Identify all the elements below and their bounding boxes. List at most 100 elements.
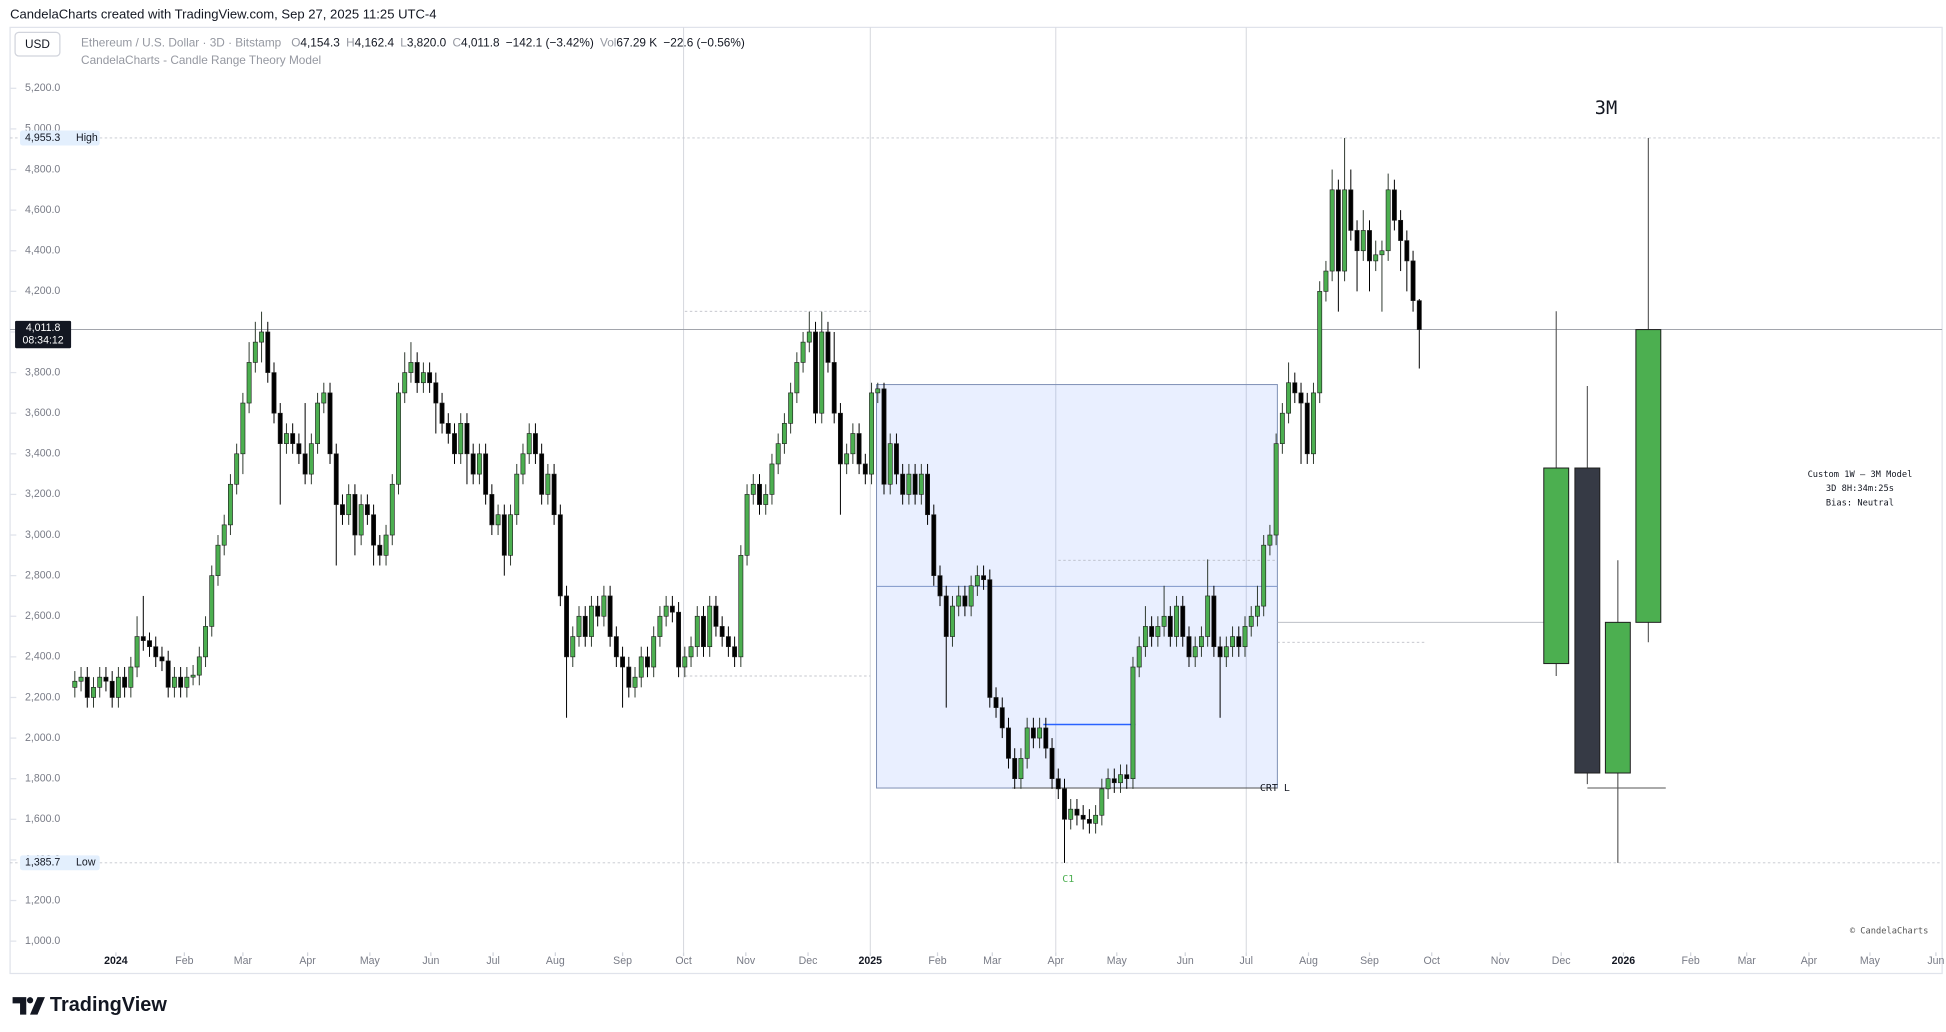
htf-body	[1604, 621, 1631, 774]
candle-body	[91, 687, 96, 698]
x-tick-label: Sep	[613, 955, 632, 967]
currency-button[interactable]	[14, 31, 61, 57]
legend-value: 3,820.0	[407, 36, 447, 50]
candle-body	[732, 646, 738, 658]
candle-body	[694, 615, 700, 648]
candle-body	[203, 626, 208, 658]
candle-body	[1323, 270, 1329, 292]
candle-body	[1199, 636, 1204, 648]
legend-key: C	[452, 36, 461, 50]
candle-body	[340, 504, 345, 516]
candle-body	[532, 433, 538, 455]
candle-body	[1024, 727, 1030, 759]
candle-body	[819, 331, 825, 414]
price-badge	[15, 320, 72, 349]
info-line: 3D 8H:34m:25s	[1826, 484, 1894, 494]
candle-body	[862, 463, 868, 475]
candle-body	[383, 534, 389, 556]
y-tick-label: 2,200.0	[25, 691, 60, 703]
candle-body	[308, 443, 314, 475]
candle-body	[999, 707, 1005, 729]
candle-body	[1223, 646, 1229, 658]
candle-body	[974, 575, 980, 587]
candle-body	[315, 402, 321, 444]
candle-body	[159, 656, 165, 662]
htf-title: 3M	[1595, 98, 1617, 119]
candle-body	[215, 544, 221, 576]
y-tick-label: 4,400.0	[25, 245, 60, 257]
y-tick-label: 1,200.0	[25, 894, 60, 906]
price-badge	[20, 130, 100, 146]
candle-body	[296, 443, 302, 455]
candle-body	[869, 392, 874, 475]
price-badge-label: 4,011.8	[26, 322, 61, 334]
candle-body	[1049, 747, 1055, 780]
candle-body	[134, 636, 140, 668]
candle-body	[701, 615, 706, 648]
y-tick-label: 3,400.0	[25, 448, 60, 460]
candle-body	[252, 341, 258, 363]
candle-body	[545, 473, 551, 495]
candle-body	[464, 423, 470, 455]
candle-body	[651, 636, 657, 668]
candle-body	[900, 473, 906, 495]
candle-body	[1074, 808, 1080, 816]
candle-body	[84, 676, 90, 698]
candle-body	[97, 676, 103, 688]
candle-body	[1242, 626, 1248, 648]
candle-body	[887, 443, 893, 485]
candle-body	[850, 433, 856, 455]
candle-body	[632, 676, 638, 688]
candle-body	[1099, 788, 1105, 816]
currency[interactable]: USD	[25, 37, 50, 51]
candle-body	[582, 615, 588, 637]
x-tick-label: Aug	[546, 955, 565, 967]
copyright: © CandelaCharts	[1850, 927, 1929, 937]
candle-body	[1006, 727, 1011, 759]
x-tick-label: May	[360, 955, 381, 967]
candle-body	[831, 362, 837, 414]
candle-body	[470, 453, 476, 475]
candle-body	[894, 443, 899, 475]
legend-value: 4,011.8	[461, 36, 500, 50]
candle-body	[302, 453, 308, 475]
candle-body	[1317, 291, 1323, 394]
x-tick-label: Feb	[175, 955, 193, 967]
candle-body	[856, 433, 862, 465]
legend-key: L	[400, 36, 407, 50]
candle-body	[707, 605, 713, 648]
legend-value: 4,162.4	[355, 36, 395, 50]
x-tick-label: Jun	[1927, 955, 1944, 967]
crt-label: CRT L	[1260, 783, 1290, 794]
candle-body	[184, 676, 190, 688]
candle-body	[153, 646, 159, 658]
x-tick-label: Jul	[486, 955, 500, 967]
candle-body	[564, 595, 569, 658]
x-tick-label: 2026	[1612, 955, 1636, 967]
candle-body	[1304, 402, 1310, 455]
y-tick-label: 4,200.0	[25, 285, 60, 297]
candle-body	[1342, 189, 1348, 272]
candle-body	[1012, 758, 1018, 780]
candle-body	[265, 331, 271, 373]
candle-body	[925, 473, 930, 516]
x-tick-label: 2025	[859, 955, 883, 967]
candle-body	[539, 453, 545, 495]
x-tick-label: Apr	[299, 955, 316, 967]
x-tick-label: 2024	[104, 955, 128, 967]
candle-body	[1311, 392, 1316, 455]
y-tick-label: 2,000.0	[25, 732, 60, 744]
y-tick-label: 1,600.0	[25, 813, 60, 825]
candle-body	[321, 392, 327, 404]
candle-body	[103, 676, 109, 682]
candle-body	[234, 453, 240, 485]
candle-body	[682, 656, 688, 668]
candle-body	[912, 473, 918, 495]
candle-body	[452, 433, 457, 455]
candle-body	[725, 636, 731, 648]
c1-marker: C1	[1062, 874, 1074, 885]
candle-body	[1105, 778, 1111, 790]
candle-body	[595, 605, 601, 617]
candle-body	[1236, 636, 1242, 648]
candle-body	[290, 433, 296, 444]
